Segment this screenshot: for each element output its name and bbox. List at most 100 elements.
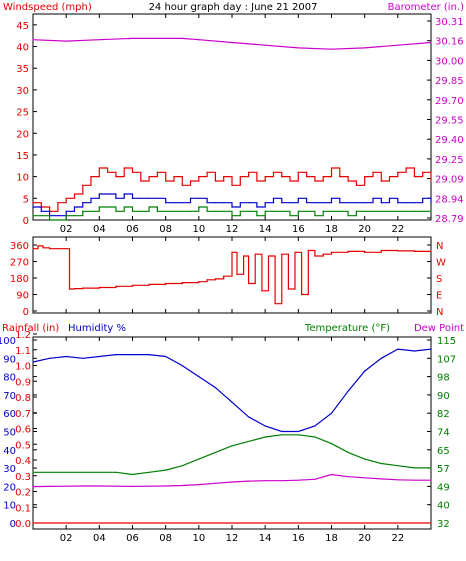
point-gust-41 — [372, 171, 374, 173]
point-low-13 — [140, 210, 142, 212]
p3-xtick-label-16: 16 — [292, 533, 305, 544]
rain-y-tick-label-12: 1.2 — [15, 330, 31, 341]
point-direction-14 — [181, 281, 183, 284]
rain-y-tick-label-3: 0.3 — [15, 472, 31, 483]
point-barometer-11 — [364, 47, 366, 49]
point-humidity-19 — [347, 390, 349, 392]
point-direction-20 — [236, 273, 238, 275]
hum-y-tick-label-3: 30 — [3, 464, 16, 475]
wind-y-tick-label-8: 40 — [16, 43, 29, 54]
point-barometer-2 — [98, 39, 100, 41]
point-gust-13 — [140, 180, 142, 182]
point-barometer-13 — [430, 41, 432, 44]
point-direction-22 — [247, 282, 250, 285]
point-direction-39 — [413, 250, 416, 253]
point-average-47 — [422, 197, 424, 199]
point-average-15 — [156, 197, 158, 199]
point-barometer-1 — [65, 40, 67, 42]
series-line-low — [33, 206, 431, 221]
point-average-24 — [231, 206, 233, 208]
p3-xtick-label-22: 22 — [391, 533, 404, 544]
point-average-4 — [65, 210, 67, 212]
point-low-44 — [397, 210, 399, 212]
point-average-45 — [405, 202, 407, 204]
point-average-21 — [206, 202, 208, 204]
point-average-23 — [223, 202, 225, 204]
point-average-36 — [330, 197, 333, 199]
dir-y-tick-label-4: 360 — [10, 241, 29, 252]
point-humidity-0 — [32, 361, 34, 363]
temp-y-tick-label-5: 74 — [437, 428, 450, 439]
compass-tick-label-3: W — [436, 258, 446, 269]
point-average-28 — [264, 202, 266, 204]
point-average-3 — [57, 215, 59, 217]
point-temperature-20 — [364, 458, 366, 460]
point-low-28 — [264, 210, 266, 212]
p1-xtick-label-10: 10 — [192, 224, 205, 235]
hum-y-tick-label-7: 70 — [3, 391, 16, 402]
p3-xtick-label-20: 20 — [358, 533, 371, 544]
temperature-axis-title: Temperature (°F) — [304, 323, 390, 334]
point-temperature-18 — [330, 443, 333, 445]
point-direction-15 — [198, 281, 200, 283]
baro-y-tick-label-3: 29.25 — [435, 155, 464, 166]
point-gust-48 — [430, 180, 432, 182]
rain-y-tick-label-10: 1.0 — [15, 362, 31, 373]
point-low-21 — [206, 210, 208, 212]
point-gust-19 — [189, 180, 192, 182]
point-dewpoint-16 — [297, 479, 299, 481]
p1-xtick-label-16: 16 — [292, 224, 305, 235]
point-barometer-10 — [330, 48, 333, 50]
point-low-39 — [355, 210, 357, 212]
point-low-41 — [372, 210, 374, 212]
point-barometer-7 — [231, 41, 233, 44]
point-average-22 — [214, 202, 217, 204]
point-temperature-16 — [297, 434, 299, 436]
point-temperature-11 — [214, 451, 217, 454]
point-low-40 — [364, 210, 366, 212]
wind-y-tick-label-1: 5 — [23, 194, 29, 205]
point-gust-6 — [82, 184, 84, 186]
point-gust-42 — [380, 180, 382, 182]
point-dewpoint-14 — [264, 480, 266, 482]
baro-y-tick-label-9: 30.16 — [435, 37, 464, 48]
hum-y-tick-label-0: 0 — [10, 519, 16, 530]
point-gust-17 — [173, 176, 175, 178]
wind-y-tick-label-0: 0 — [23, 216, 29, 227]
point-gust-28 — [264, 176, 266, 178]
p1-xtick-label-20: 20 — [358, 224, 371, 235]
baro-y-tick-label-1: 28.94 — [435, 194, 464, 205]
point-direction-13 — [165, 282, 167, 285]
point-barometer-4 — [165, 37, 167, 39]
p3-xtick-label-14: 14 — [259, 533, 272, 544]
point-low-47 — [422, 210, 424, 212]
baro-y-tick-label-0: 28.79 — [435, 214, 464, 225]
point-low-2 — [48, 219, 51, 221]
point-average-19 — [189, 197, 192, 199]
point-barometer-5 — [181, 37, 183, 39]
p1-xtick-label-02: 02 — [60, 224, 73, 235]
point-low-19 — [189, 210, 192, 212]
baro-y-tick-label-6: 29.70 — [435, 96, 464, 107]
point-gust-4 — [65, 197, 67, 199]
point-humidity-22 — [397, 348, 399, 350]
p3-xtick-label-08: 08 — [159, 533, 172, 544]
point-direction-31 — [307, 249, 309, 252]
point-gust-22 — [214, 180, 217, 182]
point-direction-5 — [65, 248, 67, 250]
point-direction-9 — [98, 286, 100, 289]
point-humidity-21 — [380, 357, 382, 359]
temp-y-tick-label-1: 40 — [437, 501, 450, 512]
hum-y-tick-label-10: 100 — [0, 336, 16, 347]
rain-y-tick-label-11: 1.1 — [15, 346, 31, 357]
point-average-14 — [148, 197, 150, 199]
point-gust-20 — [198, 176, 200, 178]
point-gust-5 — [73, 193, 76, 195]
point-low-17 — [173, 210, 175, 212]
point-temperature-6 — [131, 473, 134, 476]
point-low-38 — [347, 215, 349, 217]
point-average-6 — [82, 202, 84, 204]
point-dewpoint-6 — [131, 485, 134, 487]
point-direction-30 — [301, 293, 303, 296]
